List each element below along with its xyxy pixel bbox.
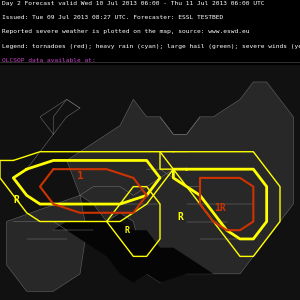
Text: OLCSOP data available at:: OLCSOP data available at: [2, 58, 96, 63]
Text: 1R: 1R [214, 203, 226, 213]
Text: 1: 1 [76, 171, 83, 181]
Text: Legend: tornadoes (red); heavy rain (cyan); large hail (green); severe winds (ye: Legend: tornadoes (red); heavy rain (cya… [2, 44, 300, 49]
Text: Reported severe weather is plotted on the map, source: www.eswd.eu: Reported severe weather is plotted on th… [2, 29, 250, 34]
Text: Day 2 Forecast valid Wed 10 Jul 2013 06:00 - Thu 11 Jul 2013 06:00 UTC: Day 2 Forecast valid Wed 10 Jul 2013 06:… [2, 1, 265, 6]
Polygon shape [0, 64, 300, 300]
Text: R: R [14, 195, 20, 205]
Text: R: R [124, 226, 129, 235]
Text: Issued: Tue 09 Jul 2013 08:27 UTC. Forecaster: ESSL TESTBED: Issued: Tue 09 Jul 2013 08:27 UTC. Forec… [2, 15, 224, 20]
Polygon shape [53, 221, 213, 283]
Polygon shape [7, 82, 293, 291]
Text: R: R [177, 212, 183, 222]
